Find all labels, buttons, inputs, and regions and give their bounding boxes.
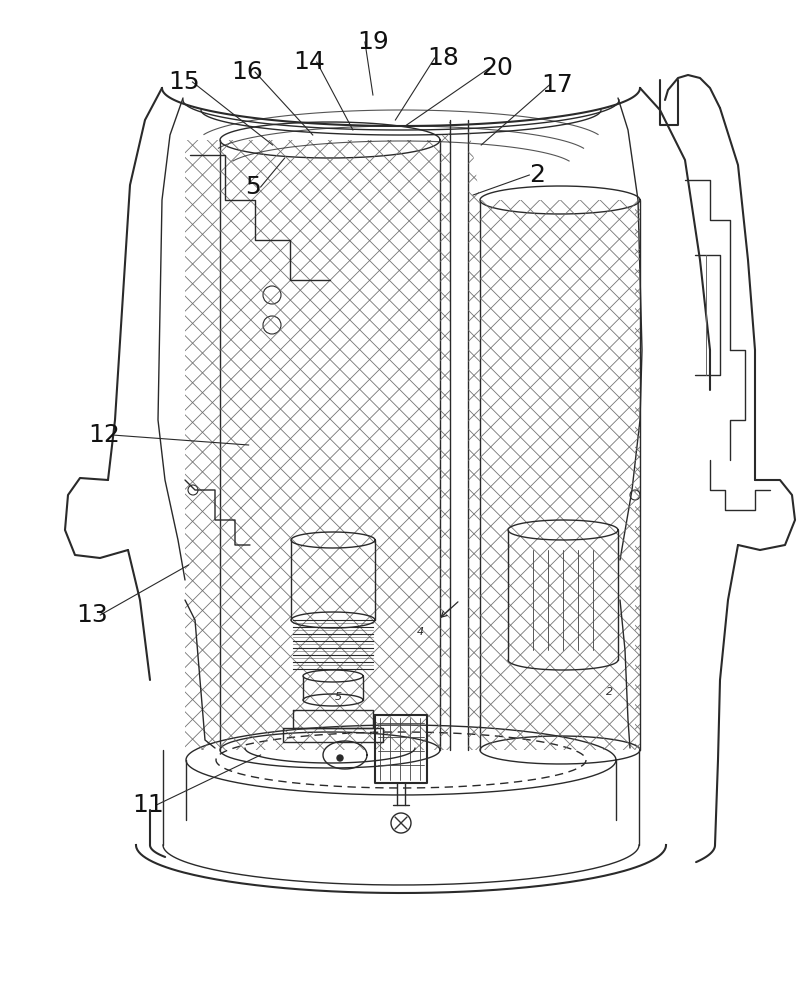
- Polygon shape: [220, 140, 440, 750]
- Text: 18: 18: [427, 46, 459, 70]
- Text: 17: 17: [541, 73, 573, 97]
- Polygon shape: [185, 140, 220, 750]
- Text: 5: 5: [245, 175, 261, 199]
- Text: 19: 19: [357, 30, 389, 54]
- Text: 11: 11: [132, 793, 164, 817]
- Text: 2: 2: [529, 163, 545, 187]
- Text: 15: 15: [168, 70, 200, 94]
- Text: 2: 2: [606, 687, 614, 697]
- Text: 14: 14: [293, 50, 325, 74]
- Polygon shape: [480, 200, 640, 750]
- Text: 4: 4: [416, 627, 423, 637]
- Polygon shape: [220, 140, 440, 750]
- Text: 5: 5: [334, 692, 342, 702]
- Text: 20: 20: [481, 56, 513, 80]
- Polygon shape: [468, 120, 480, 750]
- Polygon shape: [440, 120, 450, 750]
- Polygon shape: [635, 200, 640, 750]
- Text: 16: 16: [231, 60, 263, 84]
- Circle shape: [337, 755, 343, 761]
- Text: 12: 12: [88, 423, 120, 447]
- Text: 13: 13: [76, 603, 108, 627]
- Polygon shape: [440, 120, 450, 750]
- Polygon shape: [468, 120, 480, 750]
- Polygon shape: [480, 200, 640, 750]
- Polygon shape: [635, 200, 640, 750]
- Polygon shape: [185, 140, 220, 750]
